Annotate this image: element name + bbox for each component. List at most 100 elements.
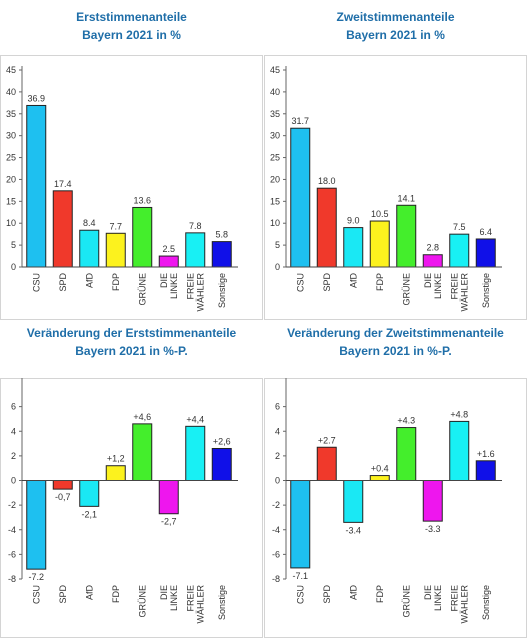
data-label-afd: 9.0 xyxy=(347,216,360,226)
chart-subtitle: Bayern 2021 in % xyxy=(346,28,445,42)
y-tick-label: -6 xyxy=(272,549,280,559)
bar-afd xyxy=(79,480,100,507)
bar-die-linke xyxy=(158,255,179,268)
data-label-fdp: 7.7 xyxy=(109,221,122,231)
bar-csu xyxy=(290,480,311,569)
category-label-freie-waehler: FREIEWÄHLER xyxy=(449,273,469,312)
y-tick-label: 30 xyxy=(6,131,16,141)
bar-sonstige xyxy=(475,238,496,268)
y-tick-label: 0 xyxy=(11,262,16,272)
category-label-freie-waehler: FREIEWÄHLER xyxy=(185,585,205,624)
category-label-spd: SPD xyxy=(322,273,332,292)
data-label-freie-waehler: 7.8 xyxy=(189,221,202,231)
y-tick-label: 4 xyxy=(11,426,16,436)
bar-die-linke xyxy=(422,480,443,522)
chart-svg-zweitstimmen: 0 5 10 15 20 25 30 35 40 45 31.7 CSU 18.0 SPD 9.0 AfD 10… xyxy=(270,65,502,312)
chart-svg-veraenderung-erststimmen: -8 -6 -4 -2 0 2 4 6 -7.2 CSU -0,7 SPD -2,1 AfD +1,2 FDP… xyxy=(8,378,238,624)
category-label-spd: SPD xyxy=(58,585,68,604)
bar-freie-waehler xyxy=(185,232,206,268)
y-tick-label: -2 xyxy=(8,500,16,510)
category-label-freie-waehler: FREIEWÄHLER xyxy=(185,273,205,312)
y-tick-label: 2 xyxy=(11,451,16,461)
y-tick-label: -4 xyxy=(8,525,16,535)
y-tick-label: 30 xyxy=(270,131,280,141)
chart-panel-veraenderung-zweitstimmen: Veränderung der Zweitstimmenanteile Baye… xyxy=(264,320,527,640)
data-label-die-linke: -3.3 xyxy=(425,524,441,534)
category-label-die-linke: DIELINKE xyxy=(159,585,179,611)
bar-freie-waehler xyxy=(185,425,206,481)
data-label-csu: 36.9 xyxy=(27,93,45,103)
bar-fdp xyxy=(369,475,390,481)
chart-title: Veränderung der Zweitstimmenanteile xyxy=(287,326,504,340)
chart-title: Veränderung der Erststimmenanteile xyxy=(26,326,237,340)
category-label-afd: AfD xyxy=(84,273,94,289)
data-label-die-linke: 2.8 xyxy=(426,243,439,253)
category-label-afd: AfD xyxy=(348,273,358,289)
bar-gruene xyxy=(396,427,417,481)
category-label-sonstige: Sonstige xyxy=(481,585,491,620)
category-label-fdp: FDP xyxy=(375,585,385,603)
y-tick-label: -8 xyxy=(8,574,16,584)
bar-fdp xyxy=(105,232,126,268)
chart-panel-veraenderung-erststimmen: Veränderung der Erststimmenanteile Bayer… xyxy=(0,320,263,640)
y-tick-label: 6 xyxy=(11,402,16,412)
y-tick-label: 0 xyxy=(275,262,280,272)
bar-gruene xyxy=(132,206,153,268)
bar-afd xyxy=(343,227,364,268)
y-tick-label: 35 xyxy=(270,109,280,119)
data-label-sonstige: +1.6 xyxy=(477,449,495,459)
bar-fdp xyxy=(369,220,390,268)
data-label-fdp: 10.5 xyxy=(371,209,389,219)
bar-sonstige xyxy=(211,447,232,482)
data-label-spd: 17.4 xyxy=(54,179,72,189)
category-label-fdp: FDP xyxy=(375,273,385,291)
y-tick-label: -4 xyxy=(272,525,280,535)
data-label-spd: -0,7 xyxy=(55,492,71,502)
category-label-gruene: GRÜNE xyxy=(401,585,411,618)
data-label-gruene: 14.1 xyxy=(397,193,415,203)
y-tick-label: 4 xyxy=(275,426,280,436)
chart-panel-erststimmen: Erststimmenanteile Bayern 2021 in % 0 5 10… xyxy=(0,0,263,320)
data-label-sonstige: 6.4 xyxy=(479,227,492,237)
data-label-fdp: +0.4 xyxy=(371,464,389,474)
data-label-afd: 8.4 xyxy=(83,218,96,228)
y-tick-label: 35 xyxy=(6,109,16,119)
data-label-sonstige: +2,6 xyxy=(213,436,231,446)
y-tick-label: 20 xyxy=(270,174,280,184)
y-tick-label: 10 xyxy=(6,218,16,228)
bar-sonstige xyxy=(211,241,232,268)
y-tick-label: 40 xyxy=(6,87,16,97)
y-tick-label: -6 xyxy=(8,549,16,559)
category-label-csu: CSU xyxy=(31,585,41,604)
chart-svg-erststimmen: 0 5 10 15 20 25 30 35 40 45 36.9 CSU 17.4 SPD 8.4 AfD 7.… xyxy=(6,65,238,312)
bar-die-linke xyxy=(158,480,179,515)
bar-afd xyxy=(79,229,100,268)
y-tick-label: 0 xyxy=(11,476,16,486)
chart-title: Erststimmenanteile xyxy=(76,10,187,24)
y-tick-label: 20 xyxy=(6,174,16,184)
y-tick-label: 6 xyxy=(275,402,280,412)
data-label-afd: -3.4 xyxy=(345,525,361,535)
bar-spd xyxy=(52,480,73,490)
y-tick-label: 5 xyxy=(275,240,280,250)
bar-spd xyxy=(316,446,337,481)
y-tick-label: -2 xyxy=(272,500,280,510)
bar-gruene xyxy=(132,423,153,482)
data-label-afd: -2,1 xyxy=(81,509,97,519)
bar-afd xyxy=(343,480,364,523)
category-label-gruene: GRÜNE xyxy=(137,585,147,618)
category-label-csu: CSU xyxy=(295,273,305,292)
category-label-die-linke: DIELINKE xyxy=(159,273,179,299)
data-label-freie-waehler: +4,4 xyxy=(186,414,204,424)
data-label-freie-waehler: 7.5 xyxy=(453,222,466,232)
category-label-fdp: FDP xyxy=(111,273,121,291)
data-label-csu: -7.2 xyxy=(28,572,44,582)
category-label-spd: SPD xyxy=(58,273,68,292)
chart-subtitle: Bayern 2021 in %-P. xyxy=(75,344,188,358)
category-label-gruene: GRÜNE xyxy=(137,273,147,306)
category-label-sonstige: Sonstige xyxy=(481,273,491,308)
bar-csu xyxy=(290,127,311,268)
chart-subtitle: Bayern 2021 in % xyxy=(82,28,181,42)
chart-panel-zweitstimmen: Zweitstimmenanteile Bayern 2021 in % 0 5 1… xyxy=(264,0,527,320)
category-label-csu: CSU xyxy=(295,585,305,604)
